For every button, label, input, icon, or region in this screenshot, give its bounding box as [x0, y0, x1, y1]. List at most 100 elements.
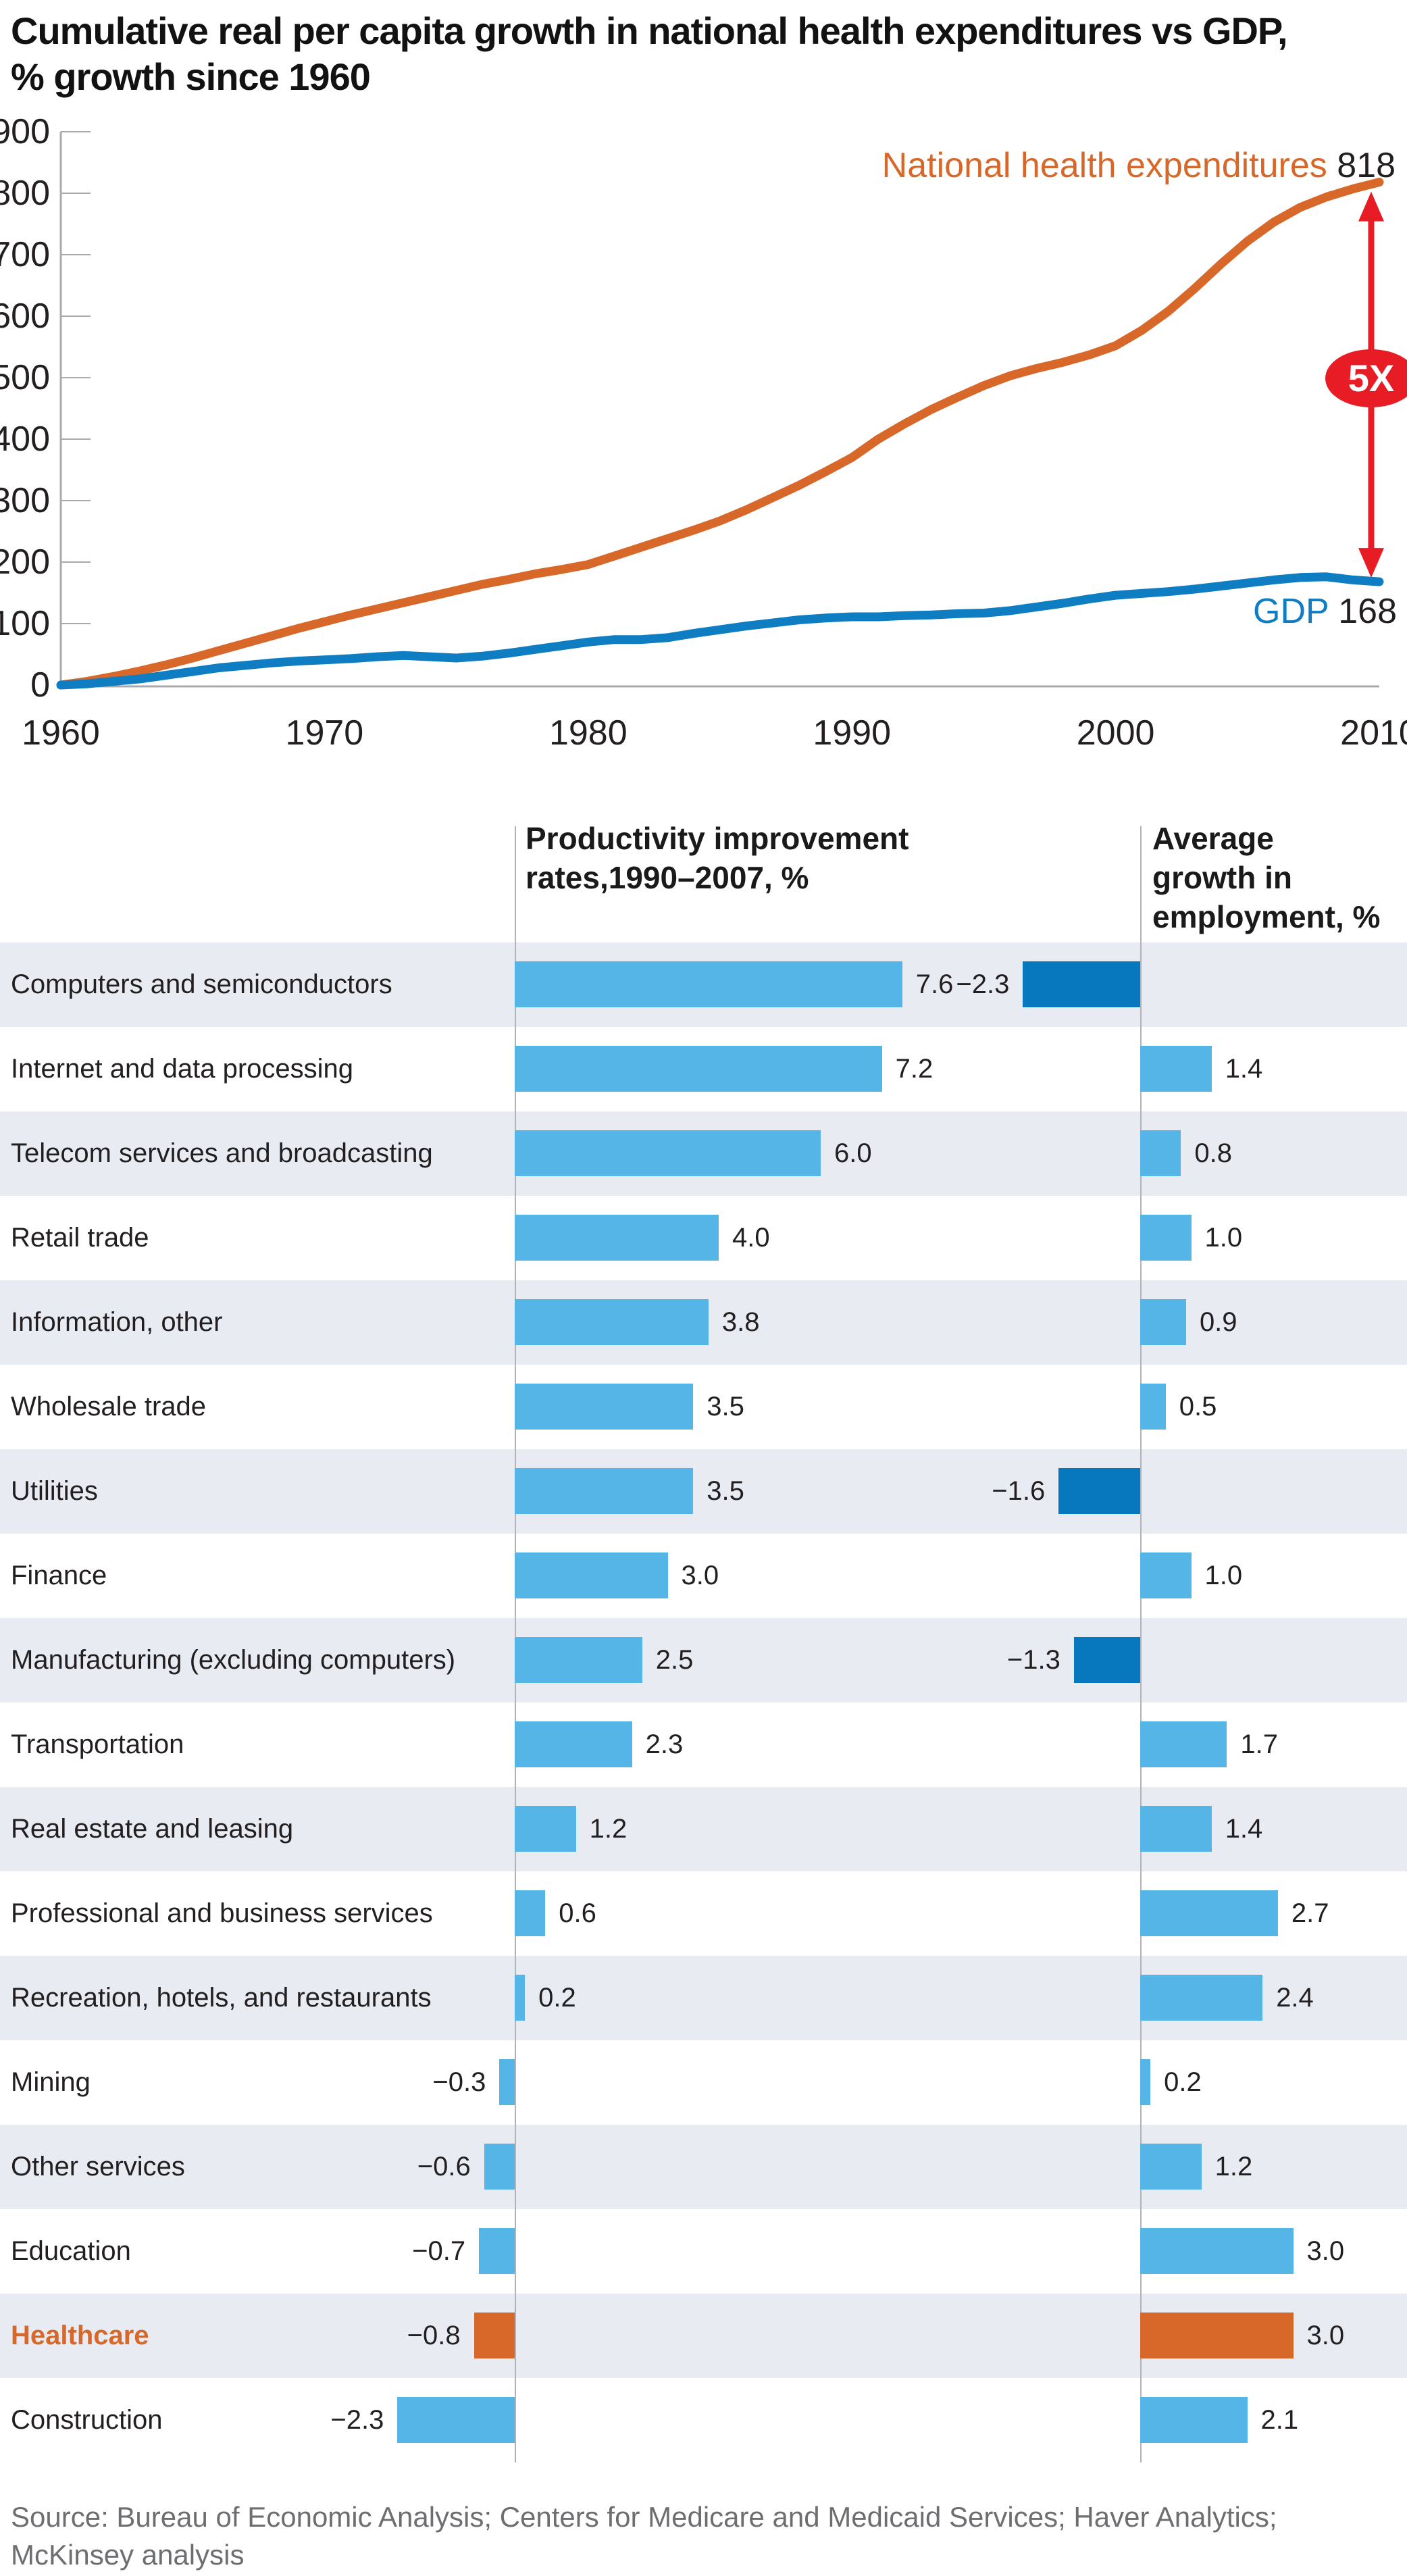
- table-row: Internet and data processing 7.2 1.4: [0, 1027, 1407, 1111]
- row-label: Manufacturing (excluding computers): [11, 1645, 456, 1675]
- row-label: Internet and data processing: [11, 1054, 354, 1084]
- bar: [1023, 961, 1140, 1007]
- y-tick-label: 900: [0, 112, 50, 151]
- bar: [484, 2144, 515, 2190]
- value-label: 1.2: [1214, 2152, 1253, 2181]
- value-label: −2.3: [330, 2405, 384, 2435]
- y-tick-label: 200: [0, 542, 50, 582]
- value-label: 0.2: [1164, 2067, 1202, 2097]
- bar: [1140, 1215, 1192, 1261]
- series-line-orange: [56, 178, 1384, 690]
- bar: [1140, 1299, 1186, 1345]
- value-label: −1.3: [1006, 1645, 1060, 1675]
- y-tick-label: 0: [30, 665, 50, 705]
- value-label: 7.6: [915, 969, 954, 999]
- table-row: Construction −2.3 2.1: [0, 2378, 1407, 2463]
- bar: [1140, 1046, 1212, 1092]
- x-tick-label: 2000: [1077, 713, 1155, 753]
- value-label: 1.7: [1240, 1729, 1278, 1759]
- value-label: −2.3: [956, 969, 1010, 999]
- row-label: Construction: [11, 2405, 163, 2435]
- value-label: 3.5: [707, 1392, 744, 1421]
- bar: [1140, 2144, 1202, 2190]
- row-label: Retail trade: [11, 1223, 149, 1253]
- value-label: 0.8: [1194, 1138, 1232, 1168]
- value-label: 1.0: [1204, 1561, 1243, 1590]
- row-label: Education: [11, 2236, 131, 2266]
- value-label: 0.5: [1179, 1392, 1217, 1421]
- y-tick-label: 500: [0, 358, 50, 397]
- bar: [515, 1975, 526, 2021]
- bar: [1140, 2313, 1294, 2358]
- multiplier-badge-label: 5X: [1348, 357, 1395, 399]
- bar: [1140, 1384, 1166, 1430]
- bar: [1140, 1130, 1181, 1176]
- value-label: 4.0: [732, 1223, 770, 1253]
- table-row: Professional and business services 0.6 2.7: [0, 1871, 1407, 1956]
- bar: [479, 2228, 515, 2274]
- bar: [515, 1890, 546, 1936]
- table-row: Recreation, hotels, and restaurants 0.2 2.…: [0, 1956, 1407, 2040]
- x-tick-label: 1960: [22, 713, 100, 753]
- value-label: 1.4: [1225, 1054, 1263, 1084]
- table-row: Computers and semiconductors 7.6 −2.3: [0, 942, 1407, 1027]
- row-label: Real estate and leasing: [11, 1814, 294, 1844]
- x-tick-label: 2010: [1340, 713, 1407, 753]
- value-label: 0.6: [559, 1898, 596, 1928]
- table-row: Utilities 3.5 −1.6: [0, 1449, 1407, 1534]
- table-row: Real estate and leasing 1.2 1.4: [0, 1787, 1407, 1871]
- bar: [515, 1806, 576, 1852]
- value-label: −1.6: [992, 1476, 1046, 1506]
- row-label: Computers and semiconductors: [11, 969, 392, 999]
- x-tick-label: 1970: [286, 713, 364, 753]
- row-label: Information, other: [11, 1307, 223, 1337]
- value-label: 2.1: [1260, 2405, 1299, 2435]
- y-tick-label: 800: [0, 174, 50, 213]
- bar: [397, 2397, 515, 2443]
- value-label: 2.5: [655, 1645, 694, 1675]
- column-header-productivity: Productivity improvement rates,1990–2007…: [526, 821, 909, 895]
- table-row: Information, other 3.8 0.9: [0, 1280, 1407, 1365]
- value-label: 2.7: [1291, 1898, 1329, 1928]
- multiplier-badge: [1325, 349, 1407, 407]
- bar: [474, 2313, 515, 2358]
- value-label: 0.9: [1199, 1307, 1237, 1337]
- value-label: 2.4: [1276, 1983, 1314, 2013]
- value-label: 1.4: [1225, 1814, 1263, 1844]
- bar: [515, 1721, 632, 1767]
- bar: [515, 1468, 694, 1514]
- row-label: Wholesale trade: [11, 1392, 207, 1421]
- value-label: 3.0: [1306, 2236, 1345, 2266]
- bar: [515, 1299, 709, 1345]
- gap-arrow-head-down: [1358, 548, 1384, 578]
- bar: [1140, 1890, 1278, 1936]
- table-row: Transportation 2.3 1.7: [0, 1702, 1407, 1787]
- bar: [1140, 2397, 1248, 2443]
- bar: [1140, 1721, 1227, 1767]
- table-row: Telecom services and broadcasting 6.0 0.8: [0, 1111, 1407, 1196]
- bar: [1140, 1552, 1192, 1598]
- value-label: 2.3: [645, 1729, 684, 1759]
- table-row: Other services −0.6 1.2: [0, 2125, 1407, 2209]
- bar: [499, 2059, 515, 2105]
- row-label: Transportation: [11, 1729, 184, 1759]
- table-row: Education −0.7 3.0: [0, 2209, 1407, 2294]
- series-line-line_blue: [56, 572, 1384, 690]
- bar: [515, 1046, 882, 1092]
- bar: [1140, 2228, 1294, 2274]
- bar: [515, 1130, 821, 1176]
- bar: [515, 1637, 642, 1683]
- source-note: Source: Bureau of Economic Analysis; Cen…: [11, 2501, 1277, 2571]
- row-label: Finance: [11, 1561, 107, 1590]
- y-tick-label: 700: [0, 235, 50, 274]
- value-label: 1.0: [1204, 1223, 1243, 1253]
- table-row: Wholesale trade 3.5 0.5: [0, 1365, 1407, 1449]
- table-row: Manufacturing (excluding computers) 2.5 −1…: [0, 1618, 1407, 1702]
- bar: [515, 1215, 719, 1261]
- line-chart: 0 100 200 300 400 500 600 700 800 900 1960 1970 1980…: [0, 112, 1407, 753]
- value-label: −0.7: [412, 2236, 466, 2266]
- employment-zero-axis: [1140, 826, 1142, 2463]
- table-row: Finance 3.0 1.0: [0, 1534, 1407, 1618]
- row-label: Professional and business services: [11, 1898, 433, 1928]
